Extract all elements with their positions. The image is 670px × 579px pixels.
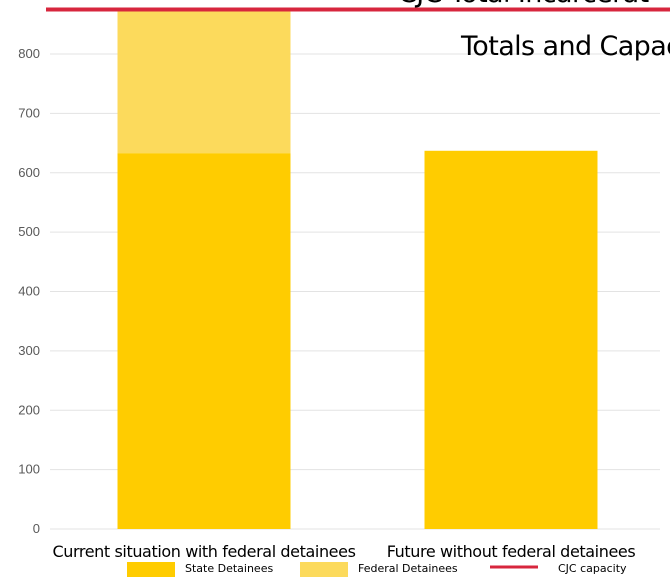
title-layer: CJC Total Incarcerat Totals and Capac xyxy=(398,0,670,62)
y-tick-label: 400 xyxy=(18,284,40,299)
axis-layer: 0 100 200 300 400 500 600 700 800 Current situati… xyxy=(18,46,635,561)
y-tick-label: 300 xyxy=(18,343,40,358)
legend-label: State Detainees xyxy=(185,562,273,575)
y-tick-label: 0 xyxy=(33,521,40,536)
legend-swatch xyxy=(300,562,348,577)
y-tick-label: 700 xyxy=(18,105,40,120)
chart-title-line-1: CJC Total Incarcerat xyxy=(398,0,649,9)
legend-swatch xyxy=(127,562,175,577)
y-tick-label: 800 xyxy=(18,46,40,61)
legend: State Detainees Federal Detainees CJC capa… xyxy=(127,562,627,577)
y-tick-label: 600 xyxy=(18,165,40,180)
y-tick-label: 100 xyxy=(18,462,40,477)
bar-layer xyxy=(117,9,598,529)
legend-label: Federal Detainees xyxy=(358,562,458,575)
bar-state-detainees-0 xyxy=(117,153,291,529)
x-category-label: Future without federal detainees xyxy=(387,542,636,561)
legend-label: CJC capacity xyxy=(558,562,627,575)
y-tick-label: 200 xyxy=(18,402,40,417)
bar-state-detainees-1 xyxy=(424,150,598,529)
bar-federal-detainees-0 xyxy=(117,9,291,154)
y-tick-label: 500 xyxy=(18,224,40,239)
x-category-label: Current situation with federal detainees xyxy=(52,542,355,561)
chart-title-line-2: Totals and Capac xyxy=(460,31,670,62)
